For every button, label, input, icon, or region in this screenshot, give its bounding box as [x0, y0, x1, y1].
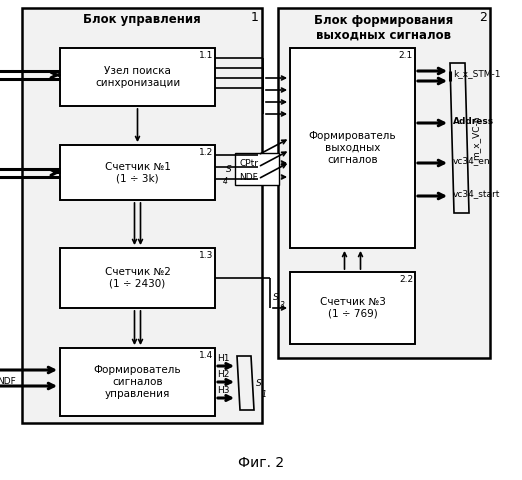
Text: 1.2: 1.2: [199, 148, 213, 157]
Text: NDF: NDF: [0, 377, 16, 386]
Text: 2.2: 2.2: [399, 275, 413, 284]
Bar: [60, 348, 215, 416]
Text: NDF: NDF: [239, 172, 258, 181]
Bar: [60, 145, 215, 200]
Text: Формирователь
сигналов
управления: Формирователь сигналов управления: [93, 365, 181, 398]
Text: 2.1: 2.1: [399, 51, 413, 60]
Text: H1: H1: [217, 354, 230, 363]
Text: S: S: [226, 165, 232, 173]
Text: Счетчик №1
(1 ÷ 3k): Счетчик №1 (1 ÷ 3k): [104, 162, 171, 183]
Bar: [290, 272, 415, 344]
Text: Блок управления: Блок управления: [83, 13, 201, 26]
Text: 1: 1: [262, 390, 267, 399]
Text: Фиг. 2: Фиг. 2: [238, 456, 284, 470]
Bar: [278, 8, 490, 358]
Text: 4: 4: [222, 177, 228, 186]
Text: vc34_start: vc34_start: [453, 190, 501, 199]
Text: 3: 3: [280, 301, 285, 310]
Text: 2: 2: [479, 11, 487, 24]
Bar: [235, 153, 279, 185]
Text: CPtr: CPtr: [239, 158, 258, 168]
Bar: [60, 248, 215, 308]
Text: Узел поиска
синхронизации: Узел поиска синхронизации: [95, 66, 180, 88]
Bar: [22, 8, 262, 423]
Text: Счетчик №2
(1 ÷ 2430): Счетчик №2 (1 ÷ 2430): [104, 267, 171, 289]
Text: k_x_STM-1: k_x_STM-1: [453, 70, 501, 79]
Text: vc34_en: vc34_en: [453, 156, 491, 166]
Text: m_x_VC-n: m_x_VC-n: [471, 116, 480, 160]
Text: S: S: [273, 293, 279, 302]
Text: 1.1: 1.1: [199, 51, 213, 60]
Text: H2: H2: [217, 370, 229, 379]
Text: Блок формирования
выходных сигналов: Блок формирования выходных сигналов: [314, 14, 454, 42]
Text: 1.3: 1.3: [199, 251, 213, 260]
Text: H3: H3: [217, 386, 230, 395]
Text: 1.4: 1.4: [199, 351, 213, 360]
Text: Счетчик №3
(1 ÷ 769): Счетчик №3 (1 ÷ 769): [319, 297, 385, 319]
Text: S: S: [256, 379, 262, 387]
Text: 1: 1: [251, 11, 259, 24]
Bar: [60, 48, 215, 106]
Bar: [290, 48, 415, 248]
Text: Address: Address: [453, 117, 494, 125]
Text: Формирователь
выходных
сигналов: Формирователь выходных сигналов: [309, 132, 396, 165]
